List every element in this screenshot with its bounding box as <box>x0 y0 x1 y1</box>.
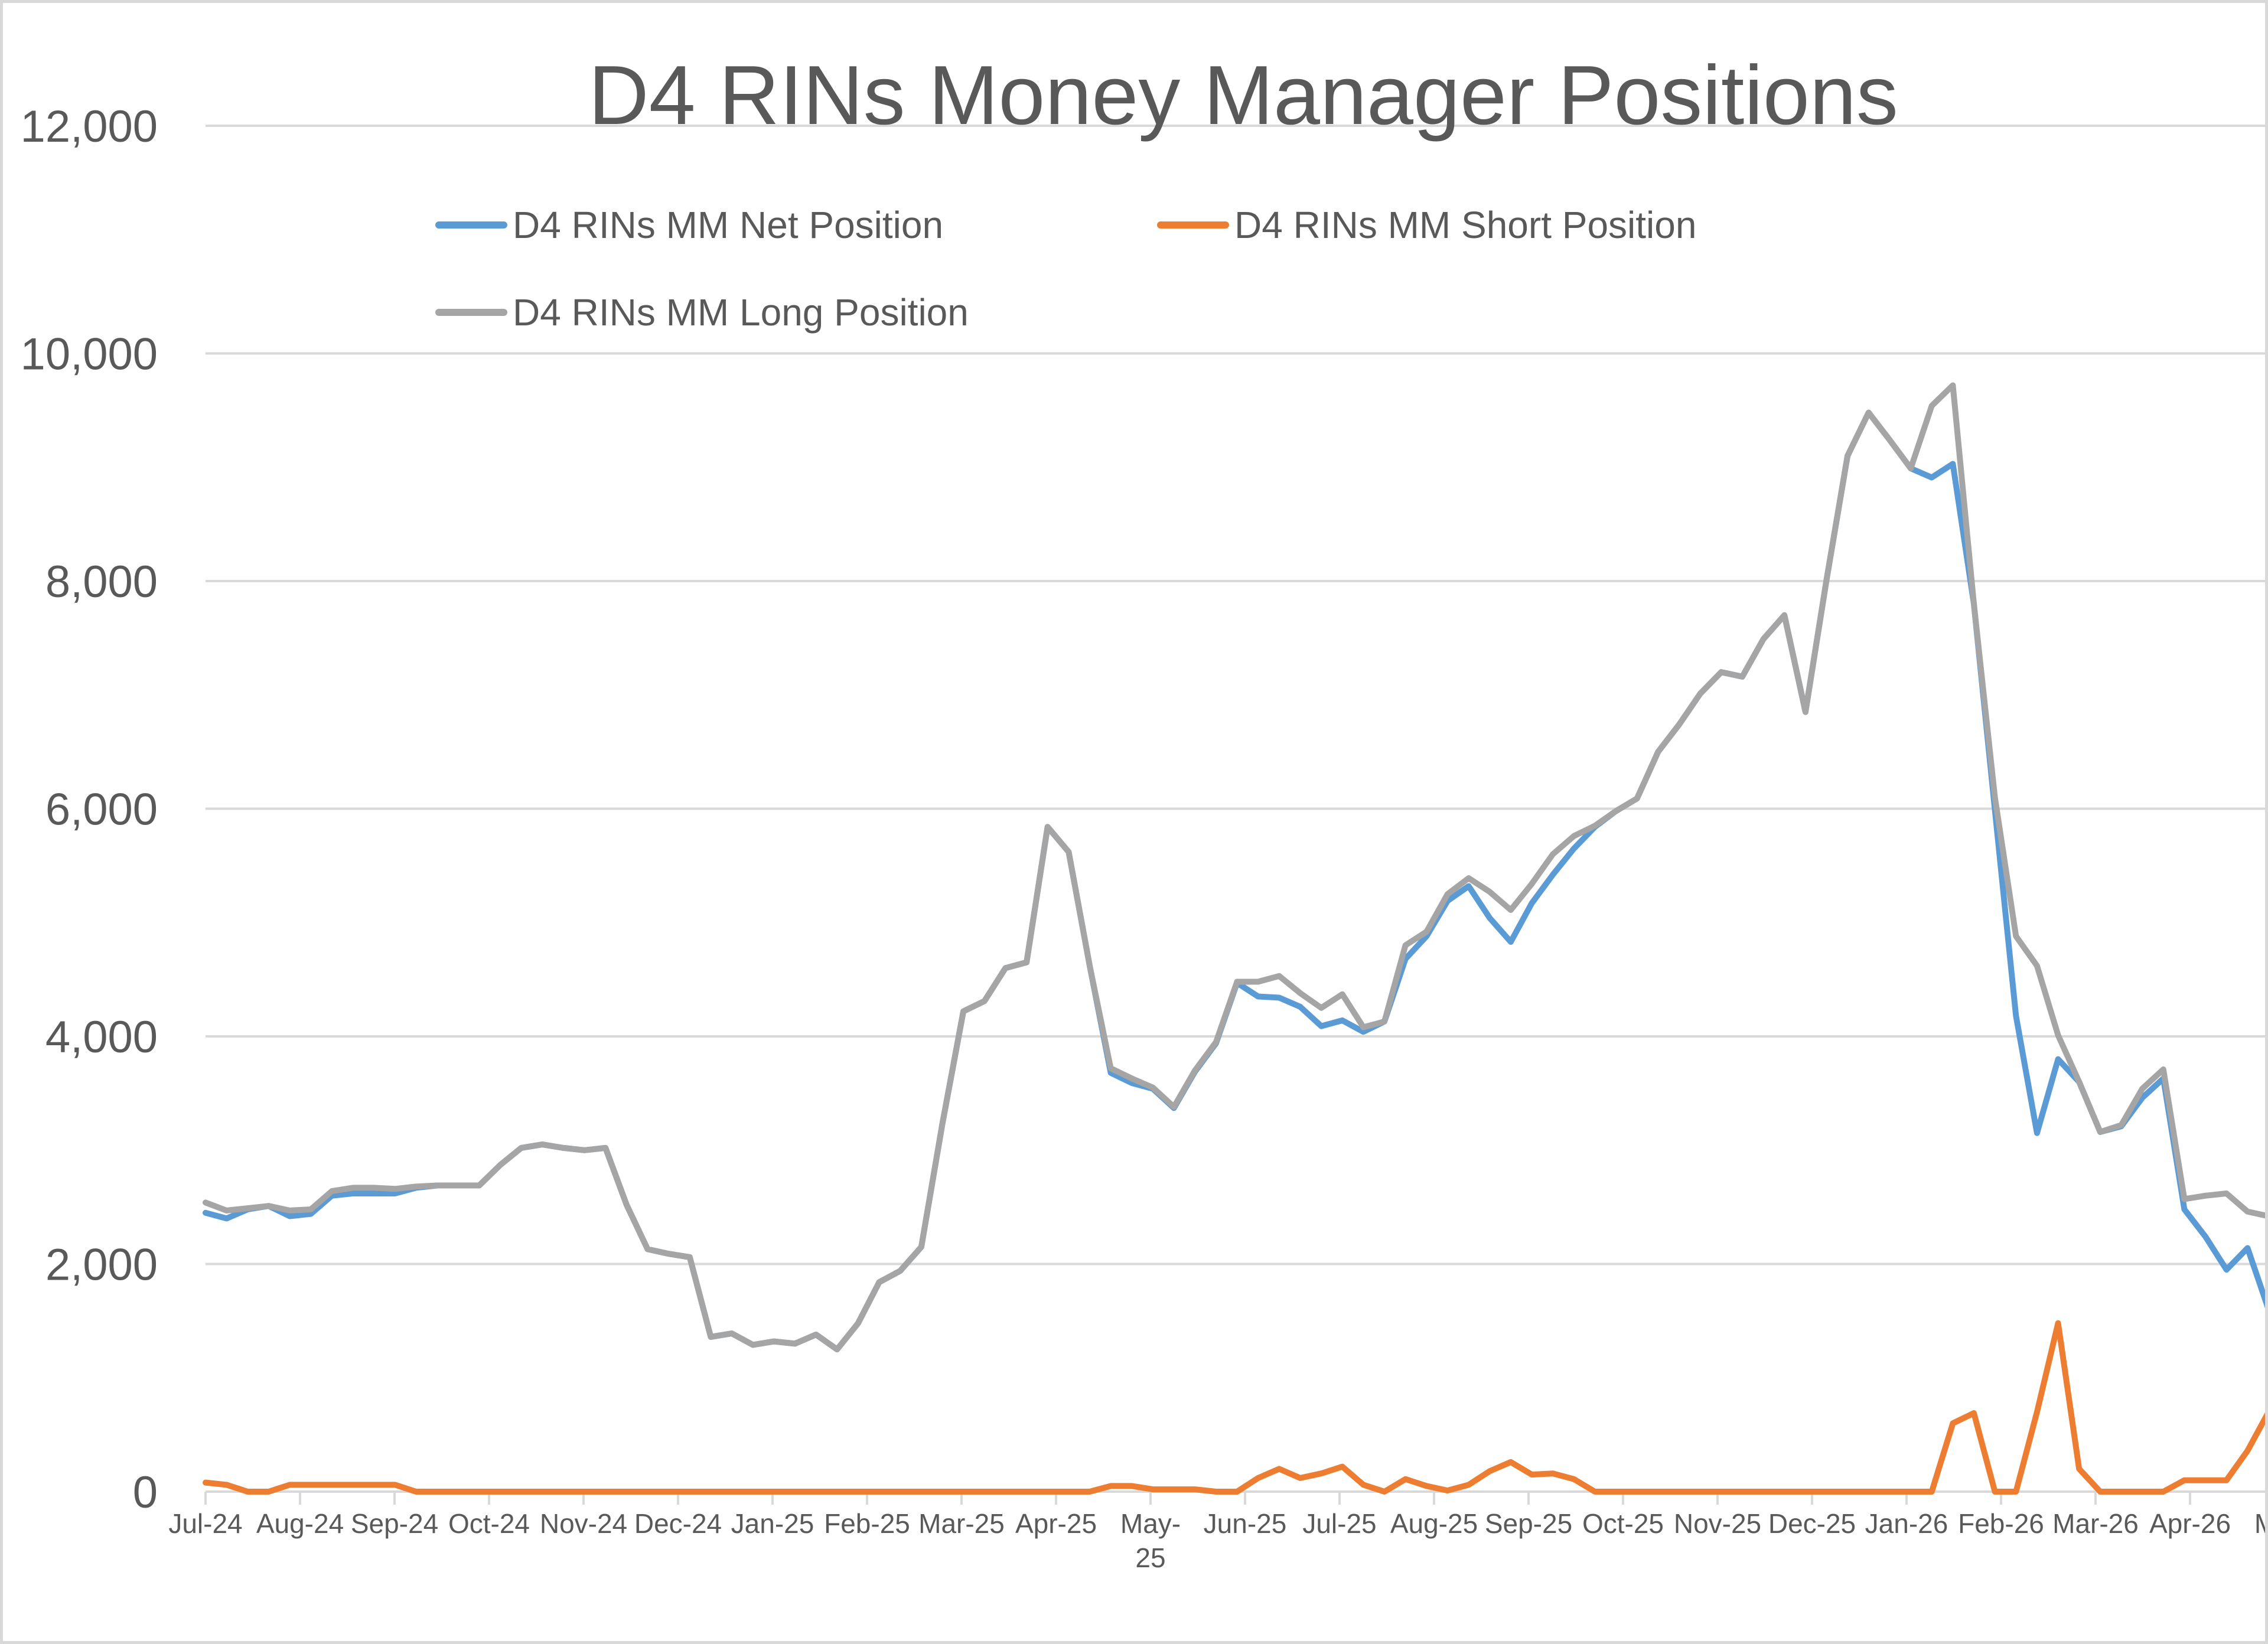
x-tick-label: Feb-26 <box>1958 1508 2044 1539</box>
legend-label: D4 RINs MM Long Position <box>513 291 969 334</box>
series-line-net <box>203 409 2265 1353</box>
gridlines <box>206 125 2265 1265</box>
x-tick-label: Dec-24 <box>634 1508 722 1539</box>
x-tick-label: Aug-25 <box>1390 1508 1478 1539</box>
chart-canvas: 0 2,000 4,000 6,000 8,000 10,000 12,000 Jul-24 A… <box>21 48 2265 1573</box>
plot-area <box>203 382 2265 1495</box>
legend-label: D4 RINs MM Short Position <box>1234 204 1696 246</box>
x-tick-label: Mar-26 <box>2052 1508 2139 1539</box>
x-tick-label: May-26 <box>2254 1508 2265 1573</box>
x-tick-label: Aug-24 <box>256 1508 344 1539</box>
x-tick-label: Nov-24 <box>540 1508 627 1539</box>
y-tick-label: 4,000 <box>45 1012 158 1062</box>
x-tick-label: Feb-25 <box>824 1508 910 1539</box>
x-tick-label: May-25 <box>1120 1508 1181 1573</box>
y-tick-label: 2,000 <box>45 1240 158 1290</box>
series-line-short <box>203 1320 2265 1495</box>
x-tick-label: Sep-25 <box>1485 1508 1572 1539</box>
legend-label: D4 RINs MM Net Position <box>513 204 943 246</box>
x-tick-label: Apr-25 <box>1015 1508 1097 1539</box>
x-tick-label: Sep-24 <box>351 1508 438 1539</box>
x-tick-label: Jun-25 <box>1204 1508 1287 1539</box>
x-tick-label: Oct-24 <box>448 1508 530 1539</box>
series-line-long <box>203 382 2265 1353</box>
legend: D4 RINs MM Net Position D4 RINs MM Short … <box>435 204 1696 334</box>
y-tick-label: 10,000 <box>21 330 158 380</box>
chart-title: D4 RINs Money Manager Positions <box>588 48 1898 142</box>
y-tick-label: 12,000 <box>21 102 158 152</box>
x-tick-label: Oct-25 <box>1582 1508 1664 1539</box>
x-tick-label: Jan-26 <box>1865 1508 1948 1539</box>
y-tick-label: 6,000 <box>45 785 158 835</box>
x-tick-label: Jul-24 <box>168 1508 242 1539</box>
x-tick-label: Dec-25 <box>1768 1508 1856 1539</box>
x-tick-label: Jul-25 <box>1302 1508 1376 1539</box>
axes: 0 2,000 4,000 6,000 8,000 10,000 12,000 Jul-24 A… <box>21 102 2265 1573</box>
x-tick-label: Apr-26 <box>2149 1508 2231 1539</box>
y-tick-label: 0 <box>133 1467 158 1518</box>
x-tick-label: Mar-25 <box>918 1508 1005 1539</box>
x-tick-label: Jan-25 <box>731 1508 814 1539</box>
y-tick-label: 8,000 <box>45 557 158 607</box>
x-tick-label: Nov-25 <box>1674 1508 1761 1539</box>
